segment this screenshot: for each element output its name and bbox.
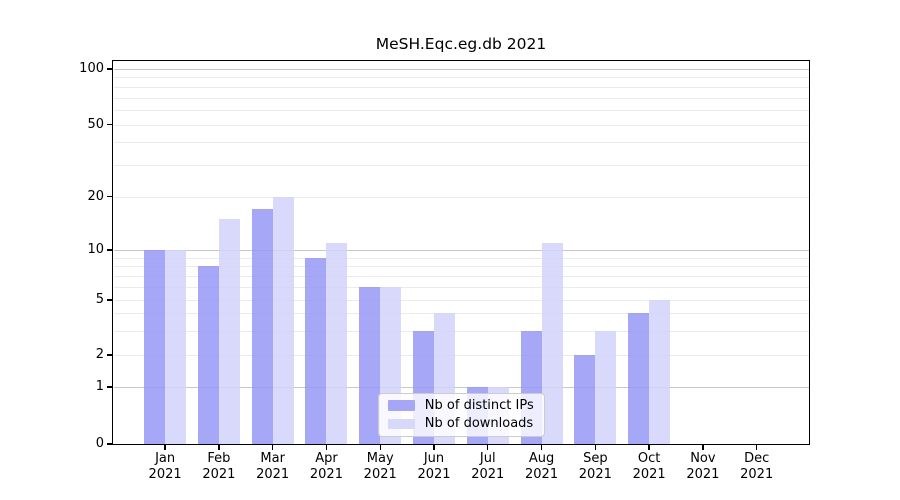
- x-tick-label: Dec 2021: [740, 451, 774, 482]
- gridline-major: [113, 250, 809, 251]
- gridline-minor: [113, 77, 809, 79]
- x-tick-label: Mar 2021: [256, 451, 290, 482]
- gridline-major: [113, 69, 809, 70]
- bar-aug-downloads: [541, 242, 563, 444]
- x-tick-label: Jul 2021: [471, 451, 505, 482]
- y-tick-mark: [107, 124, 113, 126]
- bar-feb-downloads: [218, 218, 240, 444]
- gridline-minor: [113, 275, 809, 277]
- gridline-major: [113, 387, 809, 388]
- gridline-minor: [113, 257, 809, 259]
- gridline-minor: [113, 266, 809, 268]
- legend-entry-downloads: Nb of downloads: [387, 415, 536, 432]
- gridline-minor: [113, 97, 809, 99]
- bar-oct-distinct-ips: [628, 313, 650, 444]
- x-tick-mark: [433, 445, 435, 450]
- plot-area: [113, 61, 809, 444]
- bar-apr-downloads: [326, 242, 348, 444]
- y-tick-mark: [107, 386, 113, 388]
- legend-swatch-downloads: [387, 418, 415, 430]
- gridline-minor: [113, 355, 809, 356]
- x-tick-mark: [594, 445, 596, 450]
- y-tick-mark: [107, 68, 113, 70]
- gridline-minor: [113, 286, 809, 288]
- bar-sep-downloads: [595, 330, 617, 444]
- legend-label-downloads: Nb of downloads: [424, 415, 534, 431]
- x-tick-mark: [540, 445, 543, 450]
- y-tick-mark: [107, 249, 113, 251]
- y-tick-mark: [107, 196, 113, 198]
- x-tick-label: Feb 2021: [202, 451, 236, 482]
- chart-title: MeSH.Eqc.eg.db 2021: [375, 35, 547, 53]
- y-tick-label: 10: [87, 242, 104, 257]
- legend-swatch-distinct-ips: [387, 400, 415, 411]
- x-tick-mark: [218, 445, 220, 450]
- x-tick-mark: [379, 445, 381, 450]
- bar-sep-distinct-ips: [574, 355, 596, 444]
- gridline-minor: [113, 196, 809, 198]
- x-tick-mark: [648, 445, 650, 450]
- x-tick-mark: [164, 445, 166, 450]
- legend: Nb of distinct IPs Nb of downloads: [377, 392, 546, 437]
- y-tick-label: 100: [79, 61, 104, 76]
- bar-jan-distinct-ips: [144, 250, 166, 444]
- x-tick-label: Apr 2021: [309, 451, 343, 482]
- y-tick-label: 20: [87, 188, 104, 204]
- y-tick-label: 1: [95, 379, 104, 394]
- x-tick-mark: [325, 445, 328, 450]
- gridline-minor: [113, 313, 809, 315]
- gridline-minor: [113, 142, 809, 144]
- bar-mar-downloads: [272, 196, 294, 444]
- x-tick-mark: [272, 445, 274, 450]
- x-tick-mark: [756, 445, 758, 450]
- bar-may-distinct-ips: [359, 286, 381, 444]
- x-tick-label: Jan 2021: [148, 451, 182, 482]
- y-tick-label: 0: [95, 436, 104, 451]
- legend-label-distinct-ips: Nb of distinct IPs: [424, 397, 534, 413]
- gridline-minor: [113, 110, 809, 112]
- gridline-minor: [113, 330, 809, 332]
- y-tick-label: 50: [87, 116, 104, 132]
- y-tick-mark: [107, 299, 113, 301]
- x-tick-label: May 2021: [363, 451, 397, 482]
- x-tick-label: Nov 2021: [686, 451, 720, 482]
- bar-feb-distinct-ips: [197, 266, 219, 444]
- legend-entry-distinct-ips: Nb of distinct IPs: [387, 397, 536, 414]
- gridline-minor: [113, 164, 809, 166]
- gridline-minor: [113, 86, 809, 88]
- bar-mar-distinct-ips: [251, 209, 273, 444]
- x-tick-label: Oct 2021: [632, 451, 666, 482]
- gridline-minor: [113, 300, 809, 301]
- y-tick-mark: [107, 354, 113, 356]
- x-tick-mark: [487, 445, 489, 450]
- y-tick-label: 2: [95, 347, 104, 362]
- x-tick-label: Aug 2021: [525, 451, 559, 482]
- x-tick-label: Sep 2021: [578, 451, 612, 482]
- y-tick-label: 5: [95, 292, 104, 307]
- bar-jan-downloads: [165, 250, 187, 444]
- bar-oct-downloads: [649, 300, 671, 444]
- x-tick-mark: [702, 445, 704, 450]
- bar-apr-distinct-ips: [305, 257, 327, 444]
- y-tick-mark: [107, 443, 113, 445]
- gridline-minor: [113, 124, 809, 126]
- x-tick-label: Jun 2021: [417, 451, 451, 482]
